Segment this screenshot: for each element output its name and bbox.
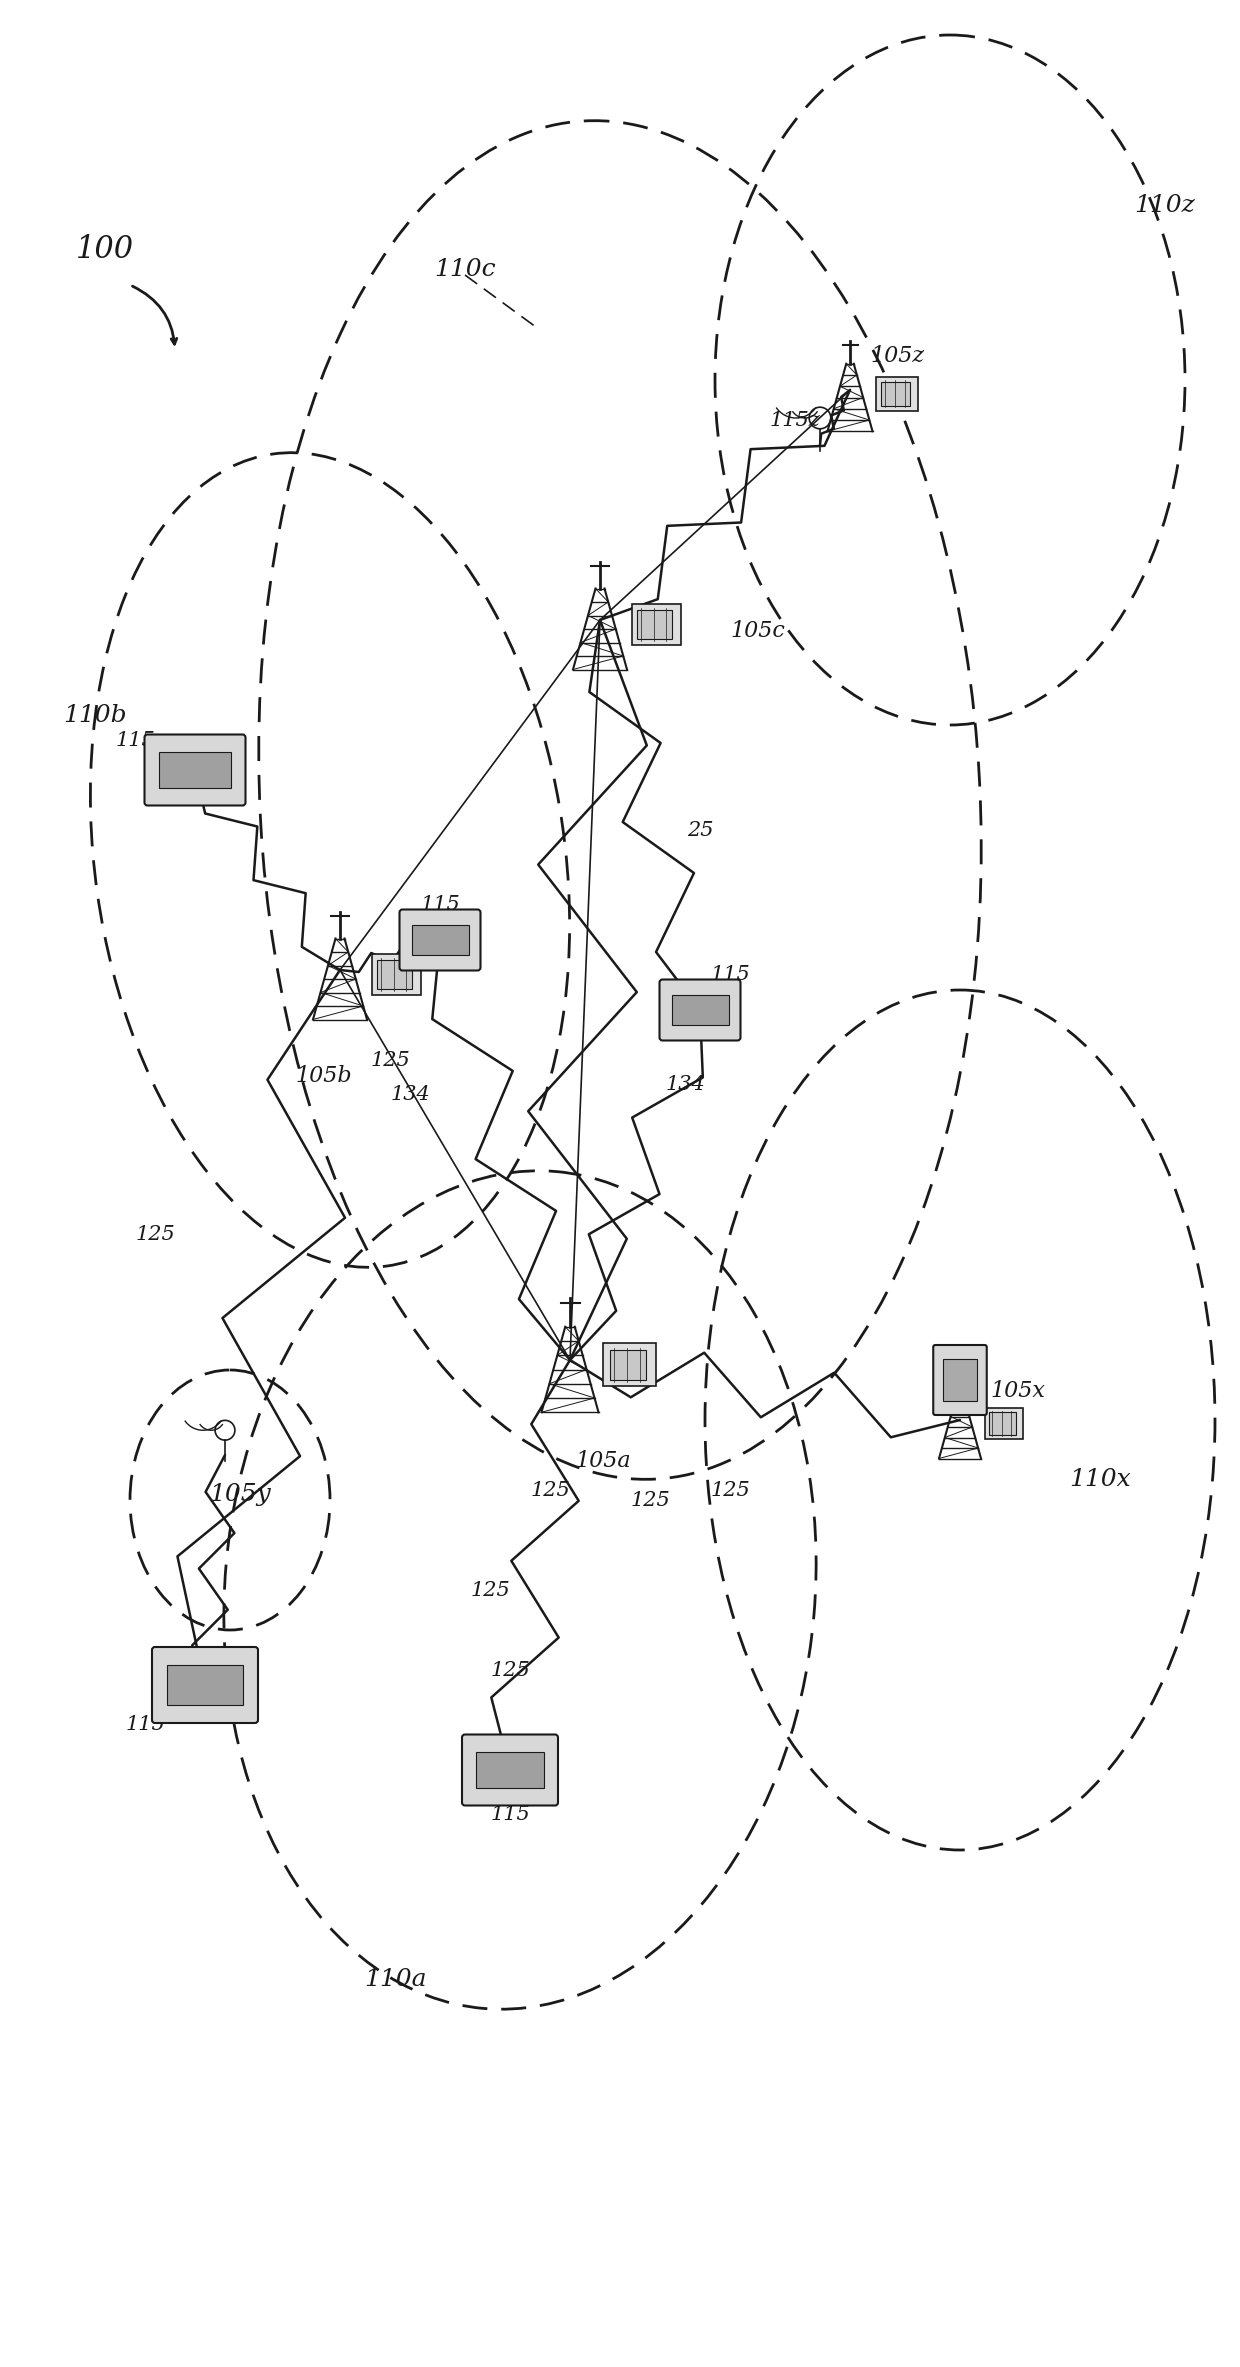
Bar [167, 1666, 243, 1704]
Text: 100: 100 [76, 234, 134, 265]
Bar [942, 1359, 977, 1401]
Text: 115: 115 [420, 895, 460, 914]
Text: 115: 115 [115, 731, 155, 750]
Text: 115z: 115z [770, 409, 821, 428]
Text: 125: 125 [630, 1491, 670, 1510]
Text: 110c: 110c [434, 258, 496, 282]
Bar [985, 1408, 1023, 1439]
Text: 105y: 105y [210, 1484, 270, 1505]
Text: 110b: 110b [63, 703, 126, 727]
Text: 105x: 105x [990, 1380, 1045, 1401]
Text: 125: 125 [490, 1662, 529, 1681]
FancyBboxPatch shape [660, 980, 740, 1041]
FancyBboxPatch shape [934, 1344, 987, 1415]
Bar [877, 376, 918, 409]
Text: 134: 134 [665, 1075, 704, 1094]
Bar [372, 954, 422, 994]
Text: 110x: 110x [1069, 1468, 1131, 1491]
Text: 125: 125 [470, 1581, 510, 1600]
Bar [672, 994, 729, 1025]
Bar [412, 925, 469, 956]
Text: 125: 125 [531, 1479, 570, 1501]
Text: 105b: 105b [295, 1065, 352, 1086]
Text: 125: 125 [135, 1226, 175, 1245]
Bar [377, 961, 412, 989]
Text: 125: 125 [370, 1051, 410, 1070]
Bar [637, 611, 672, 639]
Text: 25: 25 [687, 821, 713, 840]
FancyBboxPatch shape [145, 734, 246, 805]
Bar [631, 604, 681, 644]
Text: 125: 125 [711, 1479, 750, 1501]
Text: 105z: 105z [870, 346, 924, 367]
Bar [610, 1349, 646, 1380]
Bar [159, 753, 231, 788]
Text: 115: 115 [711, 966, 750, 985]
FancyBboxPatch shape [153, 1647, 258, 1723]
Bar [882, 381, 910, 405]
Text: 115: 115 [490, 1806, 529, 1825]
Text: 110z: 110z [1135, 194, 1195, 215]
Bar [990, 1413, 1016, 1434]
Text: 105a: 105a [575, 1451, 631, 1472]
Text: 134: 134 [391, 1086, 430, 1105]
Bar [603, 1344, 656, 1387]
FancyBboxPatch shape [399, 909, 481, 970]
Bar [476, 1752, 544, 1787]
Text: 115: 115 [125, 1716, 165, 1735]
FancyBboxPatch shape [463, 1735, 558, 1806]
Text: 105c: 105c [730, 620, 785, 641]
Text: 110a: 110a [363, 1969, 427, 1991]
